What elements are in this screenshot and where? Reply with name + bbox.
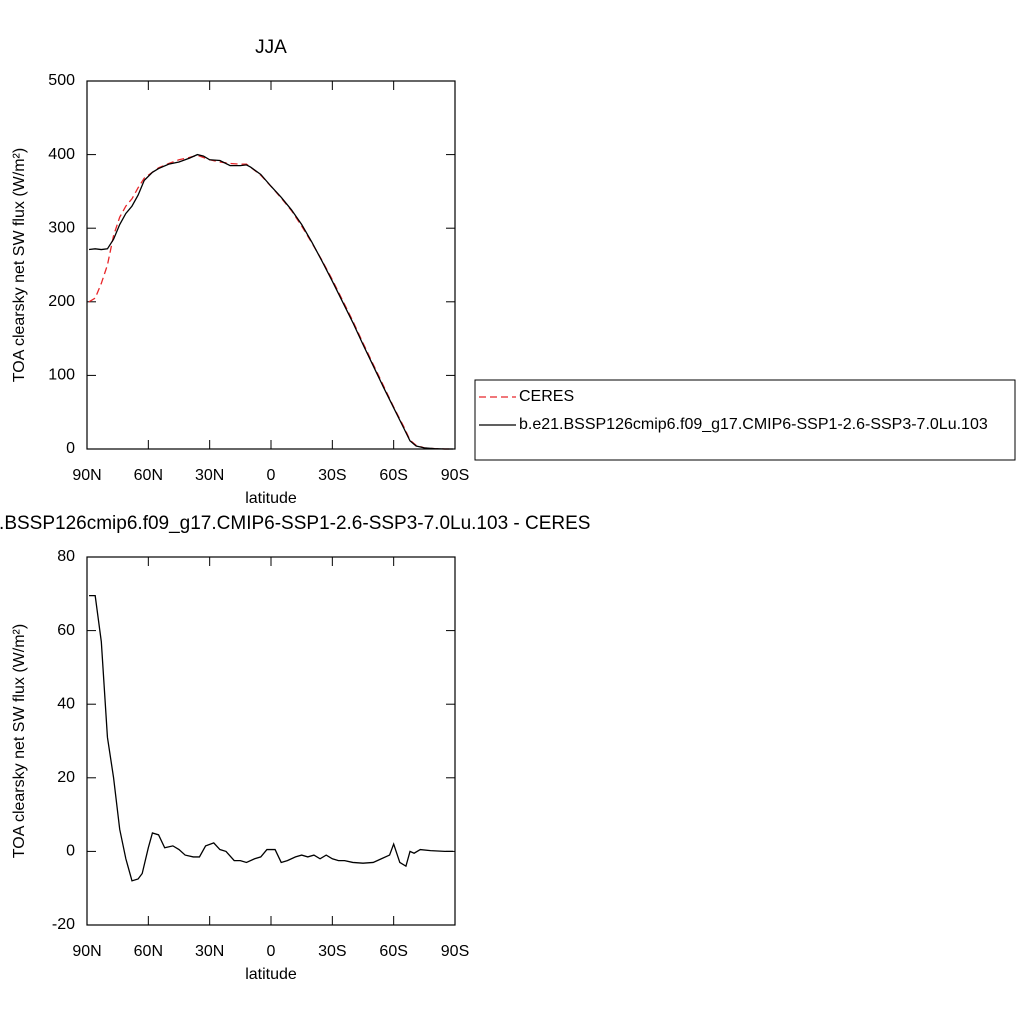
y-tick-label: -20 (52, 916, 75, 933)
x-tick-label: 30S (318, 467, 346, 484)
data-line (88, 154, 453, 450)
x-tick-label: 30S (318, 943, 346, 960)
chart-title: b.e21.BSSP126cmip6.f09_g17.CMIP6-SSP1-2.… (0, 513, 590, 534)
y-tick-label: 40 (57, 695, 75, 712)
x-tick-label: 60N (134, 943, 163, 960)
plot-frame (86, 556, 456, 926)
y-tick-label: 0 (66, 440, 75, 457)
legend-box (474, 379, 1016, 461)
chart-title: JJA (255, 37, 287, 58)
x-tick-label: 60N (134, 467, 163, 484)
y-tick-label: 300 (48, 219, 75, 236)
y-tick-label: 500 (48, 72, 75, 89)
x-tick-label: 90N (72, 943, 101, 960)
x-tick-label: 90S (441, 943, 469, 960)
x-tick-label: 60S (379, 943, 407, 960)
legend: CERES b.e21.BSSP126cmip6.f09_g17.CMIP6-SS… (474, 379, 1016, 461)
y-tick-label: 400 (48, 146, 75, 163)
x-axis-label: latitude (245, 490, 297, 507)
x-tick-label: 90N (72, 467, 101, 484)
y-tick-label: 200 (48, 293, 75, 310)
plot-frame (86, 80, 456, 450)
y-tick-label: 60 (57, 622, 75, 639)
x-tick-label: 30N (195, 943, 224, 960)
y-tick-label: 0 (66, 843, 75, 860)
x-tick-label: 60S (379, 467, 407, 484)
y-tick-label: 20 (57, 769, 75, 786)
legend-label: b.e21.BSSP126cmip6.f09_g17.CMIP6-SSP1-2.… (519, 416, 988, 433)
x-axis-label: latitude (245, 966, 297, 983)
x-tick-label: 0 (267, 467, 276, 484)
x-tick-label: 30N (195, 467, 224, 484)
data-line (88, 153, 453, 450)
legend-label: CERES (519, 388, 574, 405)
y-axis-label: TOA clearsky net SW flux (W/m²) (11, 148, 28, 382)
y-tick-label: 80 (57, 548, 75, 565)
y-axis-label: TOA clearsky net SW flux (W/m²) (11, 624, 28, 858)
x-tick-label: 0 (267, 943, 276, 960)
x-tick-label: 90S (441, 467, 469, 484)
y-tick-label: 100 (48, 367, 75, 384)
data-line (89, 594, 453, 882)
